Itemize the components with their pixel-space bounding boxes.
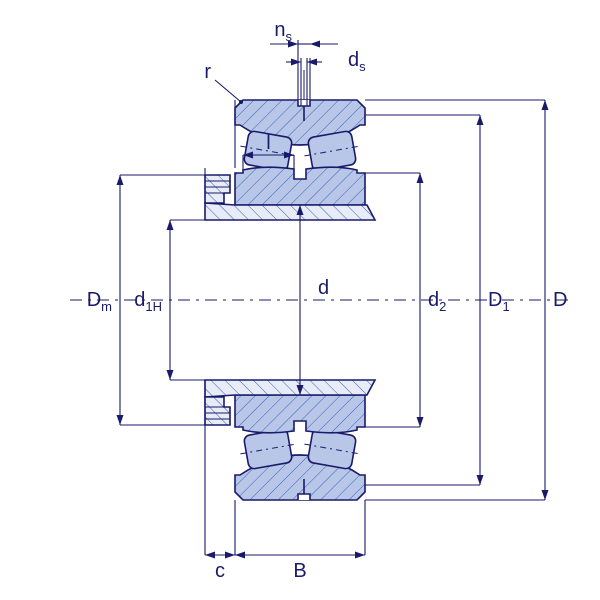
dim-label-B: B	[293, 560, 306, 582]
dim-label-c: c	[215, 560, 225, 582]
dim-label-l: l	[266, 132, 270, 154]
dim-label-D1: D1	[488, 289, 510, 314]
lock-nut	[205, 397, 230, 425]
dim-label-ns: ns	[274, 19, 292, 44]
dim-label-r: r	[204, 61, 211, 83]
bearing-diagram: ns ds r l Dm d1H d d2 D1 Dc B	[0, 0, 600, 600]
dim-label-d1H: d1H	[134, 289, 162, 314]
adapter-sleeve	[205, 380, 375, 397]
adapter-sleeve	[205, 203, 375, 220]
dim-label-D: D	[553, 289, 567, 311]
inner-ring	[235, 167, 365, 205]
dim-label-ds: ds	[348, 49, 366, 74]
dim-label-d: d	[318, 277, 329, 299]
lock-nut	[205, 175, 230, 203]
dim-label-Dm: Dm	[87, 289, 112, 314]
dim-label-d2: d2	[428, 289, 446, 314]
inner-ring	[235, 395, 365, 433]
